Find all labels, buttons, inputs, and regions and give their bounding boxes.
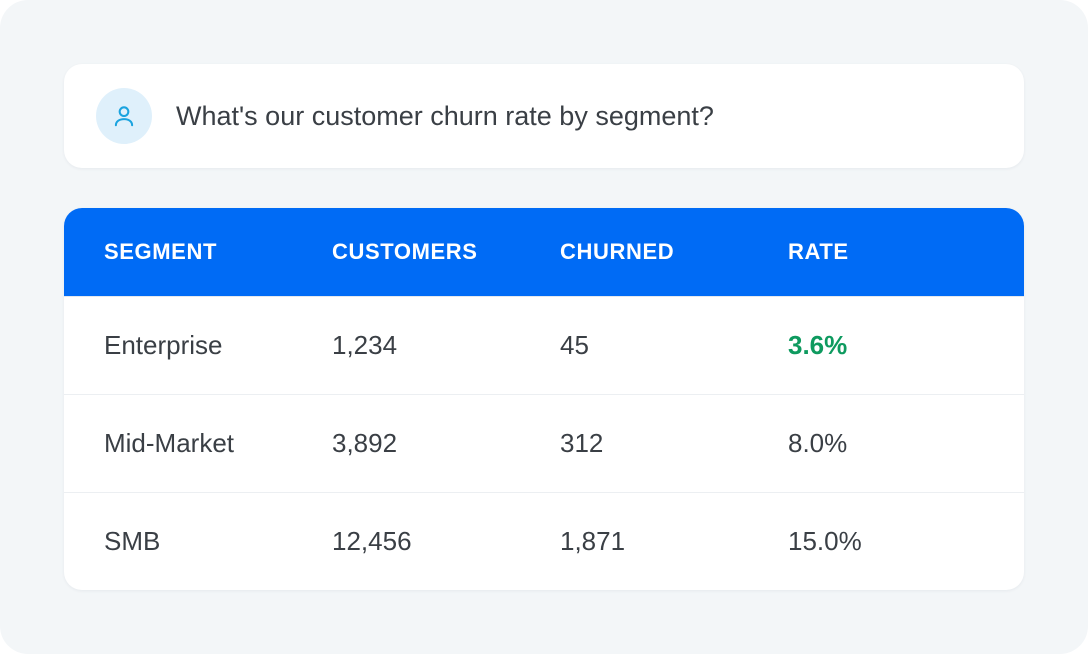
user-icon bbox=[114, 106, 134, 127]
segment-cell: SMB bbox=[104, 526, 161, 556]
table-header: SEGMENT CUSTOMERS CHURNED RATE bbox=[64, 208, 1024, 296]
user-message-card: What's our customer churn rate by segmen… bbox=[64, 64, 1024, 168]
table-row: SMB 12,456 1,871 15.0% bbox=[64, 493, 1024, 590]
segment-cell: Enterprise bbox=[104, 330, 223, 360]
churned-cell: 1,871 bbox=[560, 526, 626, 556]
segment-cell: Mid-Market bbox=[104, 428, 235, 458]
table-row: Mid-Market 3,892 312 8.0% bbox=[64, 395, 1024, 492]
row-divider bbox=[64, 296, 1024, 297]
column-header-customers: CUSTOMERS bbox=[332, 239, 478, 264]
rate-cell-highlight: 3.6% bbox=[788, 330, 848, 360]
column-header-churned: CHURNED bbox=[560, 239, 675, 264]
churned-cell: 45 bbox=[560, 330, 589, 360]
customers-cell: 1,234 bbox=[332, 330, 398, 360]
table-row: Enterprise 1,234 45 3.6% bbox=[64, 297, 1024, 394]
column-header-segment: SEGMENT bbox=[104, 239, 217, 264]
customers-cell: 3,892 bbox=[332, 428, 398, 458]
rate-cell: 15.0% bbox=[788, 526, 862, 556]
row-divider bbox=[64, 492, 1024, 493]
customers-cell: 12,456 bbox=[332, 526, 412, 556]
user-avatar bbox=[96, 88, 152, 144]
churn-table: SEGMENT CUSTOMERS CHURNED RATE Enterpris… bbox=[64, 208, 1024, 590]
churned-cell: 312 bbox=[560, 428, 604, 458]
row-divider bbox=[64, 394, 1024, 395]
rate-cell: 8.0% bbox=[788, 428, 848, 458]
user-message-text: What's our customer churn rate by segmen… bbox=[176, 101, 714, 131]
column-header-rate: RATE bbox=[788, 239, 849, 264]
